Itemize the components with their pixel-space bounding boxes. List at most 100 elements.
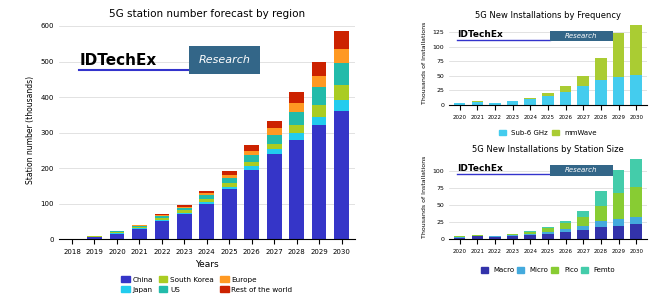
Bar <box>289 126 304 133</box>
Bar <box>560 86 571 92</box>
Bar <box>222 187 237 190</box>
Bar <box>542 232 554 234</box>
Bar <box>110 233 124 234</box>
Y-axis label: Thousands of Installations: Thousands of Installations <box>422 156 427 238</box>
Y-axis label: Station number (thousands): Station number (thousands) <box>25 76 34 184</box>
Bar <box>334 85 349 100</box>
Bar <box>507 234 518 235</box>
Bar <box>454 237 465 238</box>
Bar <box>595 227 606 239</box>
Bar <box>267 128 281 135</box>
Bar <box>613 225 624 239</box>
Bar <box>267 144 281 149</box>
Bar <box>87 237 102 239</box>
Legend: Sub-6 GHz, mmWave: Sub-6 GHz, mmWave <box>496 127 600 138</box>
Legend: China, Japan, South Korea, US, Europe, Rest of the world: China, Japan, South Korea, US, Europe, R… <box>118 273 295 296</box>
Bar <box>595 222 606 227</box>
Bar <box>289 103 304 112</box>
Bar <box>613 193 624 219</box>
Bar <box>454 103 465 105</box>
Bar <box>222 190 237 239</box>
Bar <box>200 190 214 193</box>
Bar <box>560 92 571 105</box>
Bar <box>132 226 147 227</box>
Bar <box>560 229 571 232</box>
Bar <box>525 98 536 99</box>
Bar <box>525 234 536 235</box>
Bar <box>334 49 349 62</box>
Bar <box>542 234 554 239</box>
Bar <box>312 62 326 76</box>
Bar <box>560 232 571 239</box>
Bar <box>630 187 642 217</box>
Text: Research: Research <box>566 33 598 39</box>
Bar <box>312 126 326 239</box>
FancyBboxPatch shape <box>550 165 613 176</box>
Bar <box>613 33 624 77</box>
Bar <box>595 58 606 80</box>
Text: IDTechEx: IDTechEx <box>79 53 157 68</box>
Bar <box>222 171 237 175</box>
Text: Research: Research <box>199 55 250 65</box>
Bar <box>577 86 589 105</box>
Bar <box>289 92 304 103</box>
Bar <box>110 231 124 232</box>
Bar <box>177 205 192 207</box>
Bar <box>525 231 536 232</box>
Bar <box>312 117 326 126</box>
Bar <box>132 225 147 226</box>
Bar <box>613 219 624 225</box>
Bar <box>525 99 536 105</box>
Legend: Macro, Micro, Pico, Femto: Macro, Micro, Pico, Femto <box>478 265 618 276</box>
Bar <box>200 199 214 202</box>
Bar <box>200 193 214 196</box>
Bar <box>630 74 642 105</box>
Bar <box>87 236 102 237</box>
Bar <box>542 93 554 96</box>
Bar <box>454 238 465 239</box>
Bar <box>200 204 214 239</box>
Bar <box>542 96 554 105</box>
Bar <box>577 217 589 225</box>
Bar <box>267 154 281 239</box>
Bar <box>222 179 237 183</box>
Bar <box>577 230 589 239</box>
Bar <box>334 62 349 85</box>
Bar <box>542 227 554 228</box>
Bar <box>471 101 483 102</box>
Bar <box>110 232 124 233</box>
Bar <box>595 80 606 105</box>
Title: 5G New Installations by Station Size: 5G New Installations by Station Size <box>472 146 624 155</box>
Bar <box>471 235 483 236</box>
Bar <box>244 155 259 162</box>
Bar <box>155 215 169 216</box>
Bar <box>155 222 169 239</box>
Bar <box>155 220 169 222</box>
Title: 5G New Installations by Frequency: 5G New Installations by Frequency <box>475 11 621 20</box>
Bar <box>289 140 304 239</box>
FancyBboxPatch shape <box>189 46 260 74</box>
Bar <box>334 31 349 49</box>
Bar <box>312 88 326 105</box>
Bar <box>334 111 349 239</box>
Bar <box>577 76 589 86</box>
Bar <box>244 145 259 151</box>
Bar <box>110 234 124 239</box>
Bar <box>630 224 642 239</box>
Bar <box>155 214 169 215</box>
Bar <box>507 237 518 239</box>
Bar <box>489 237 500 239</box>
Bar <box>312 105 326 117</box>
Bar <box>200 202 214 204</box>
Text: IDTechEx: IDTechEx <box>457 164 502 173</box>
Bar <box>132 227 147 228</box>
Bar <box>312 76 326 88</box>
Text: IDTechEx: IDTechEx <box>457 30 502 39</box>
Bar <box>630 159 642 187</box>
Bar <box>471 237 483 239</box>
Bar <box>244 162 259 166</box>
Bar <box>630 217 642 224</box>
Bar <box>200 196 214 199</box>
Bar <box>595 206 606 222</box>
Bar <box>289 133 304 140</box>
